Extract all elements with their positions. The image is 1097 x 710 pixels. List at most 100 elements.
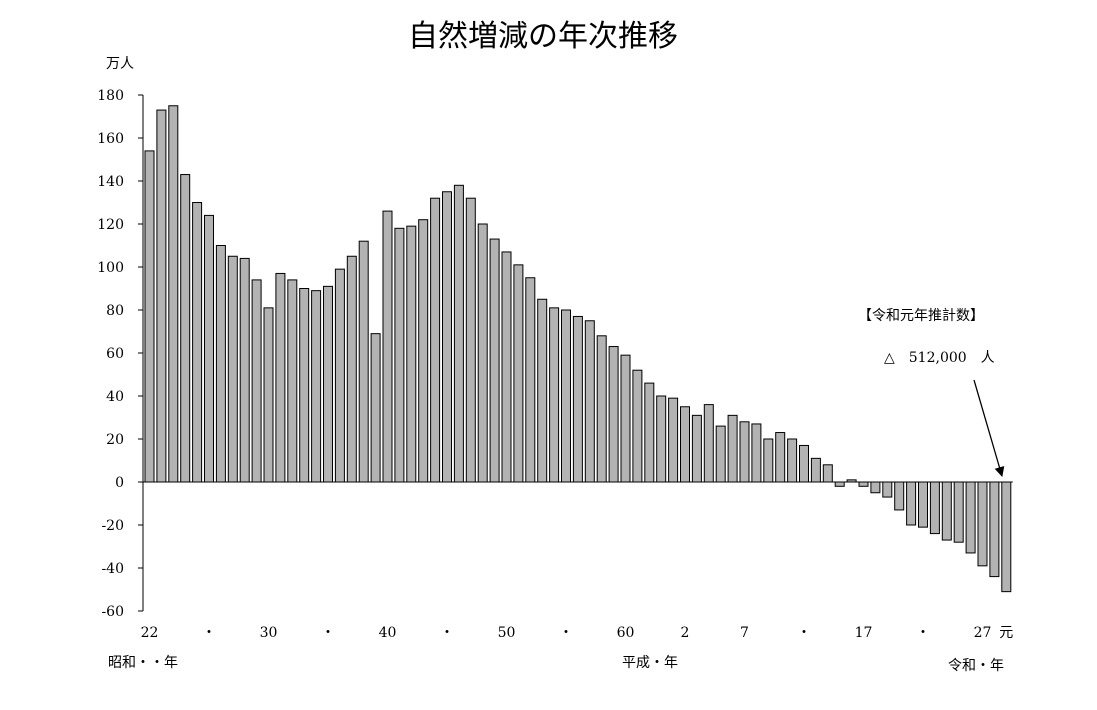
bar xyxy=(192,202,203,483)
bar xyxy=(596,335,607,483)
bar xyxy=(227,255,238,483)
x-tick-label: 元 xyxy=(999,625,1013,641)
bar xyxy=(787,438,798,483)
y-tick-label: 120 xyxy=(97,217,124,233)
bar xyxy=(370,333,381,483)
y-tick-label: 60 xyxy=(106,346,124,362)
bar xyxy=(834,481,845,487)
bar xyxy=(287,279,298,483)
bar xyxy=(346,255,357,483)
bar xyxy=(906,481,917,526)
bar xyxy=(311,290,322,483)
bar xyxy=(525,277,536,483)
bar xyxy=(465,197,476,483)
bar xyxy=(644,382,655,483)
bar xyxy=(358,240,369,483)
bar xyxy=(572,315,583,483)
bar xyxy=(632,369,643,483)
bar xyxy=(477,223,488,483)
bar xyxy=(501,251,512,483)
bar xyxy=(239,257,250,483)
x-tick-label: 17 xyxy=(855,625,873,641)
era-label-showa: 昭和・・年 xyxy=(108,655,178,671)
bar xyxy=(739,421,750,483)
bar xyxy=(691,414,702,483)
bar xyxy=(537,298,548,483)
bar xyxy=(394,227,405,483)
y-tick-label: -40 xyxy=(101,561,124,577)
bar xyxy=(430,197,441,483)
bar xyxy=(870,481,881,494)
chart-title: 自然増減の年次推移 xyxy=(408,19,678,54)
annotation-arrow xyxy=(973,379,1005,477)
bar xyxy=(251,279,262,483)
bar xyxy=(323,285,333,483)
x-tick-label: ・ xyxy=(797,625,811,641)
bar xyxy=(763,438,774,483)
bar xyxy=(144,150,155,483)
bar xyxy=(1001,481,1012,593)
bar xyxy=(549,307,560,483)
y-axis: 180 160 140 120 100 80 60 40 20 0 -20 -40 -60 xyxy=(97,88,144,620)
bar xyxy=(680,406,690,483)
bar xyxy=(215,245,226,483)
bar xyxy=(810,457,821,483)
bar xyxy=(953,481,964,543)
bar xyxy=(858,481,869,487)
bar xyxy=(882,481,893,498)
x-tick-label: 50 xyxy=(498,625,516,641)
x-tick-label: ・ xyxy=(559,625,573,641)
bar xyxy=(929,481,940,535)
bar xyxy=(918,481,928,528)
bar xyxy=(442,191,452,483)
y-tick-label: 40 xyxy=(106,389,124,405)
x-tick-label: 22 xyxy=(141,625,159,641)
bar xyxy=(775,432,786,483)
bar xyxy=(180,174,191,483)
x-tick-label: ・ xyxy=(440,625,454,641)
x-tick-label: 30 xyxy=(260,625,278,641)
bar xyxy=(561,309,571,483)
bar xyxy=(334,268,345,483)
bar xyxy=(727,414,738,483)
x-tick-label: 7 xyxy=(740,625,749,641)
y-tick-label: 0 xyxy=(115,475,124,491)
era-label-reiwa: 令和・年 xyxy=(948,658,1004,674)
bar xyxy=(894,481,905,511)
bar xyxy=(204,214,214,483)
bar xyxy=(620,354,631,483)
bar xyxy=(168,105,179,483)
annotation-value: △ 512,000 人 xyxy=(884,350,995,366)
bar xyxy=(382,210,393,483)
bar xyxy=(799,444,809,483)
y-tick-label: 160 xyxy=(97,131,124,147)
bar xyxy=(608,346,619,483)
bar xyxy=(965,481,976,554)
bar xyxy=(418,219,429,483)
y-tick-label: 100 xyxy=(97,260,124,276)
bar xyxy=(715,425,726,483)
bar xyxy=(989,481,1000,578)
bar xyxy=(156,109,167,483)
bar xyxy=(406,225,417,483)
bar xyxy=(703,404,714,483)
bar xyxy=(668,397,679,483)
bar xyxy=(453,184,464,483)
x-tick-label: 40 xyxy=(379,625,397,641)
x-tick-labels: 22 ・ 30 ・ 40 ・ 50 ・ 60 2 7 ・ 17 ・ 27 元 xyxy=(141,625,1014,641)
bar xyxy=(513,264,524,483)
y-tick-label: 80 xyxy=(106,303,124,319)
bar xyxy=(299,288,310,483)
y-unit-label: 万人 xyxy=(106,56,134,72)
bar xyxy=(751,423,762,483)
bar xyxy=(656,395,667,483)
annotation-heading: 【令和元年推計数】 xyxy=(858,308,984,324)
x-tick-label: ・ xyxy=(202,625,216,641)
x-tick-label: 60 xyxy=(617,625,635,641)
x-tick-label: ・ xyxy=(916,625,930,641)
bar xyxy=(977,481,988,567)
x-tick-label: 2 xyxy=(681,625,690,641)
y-tick-label: -60 xyxy=(101,604,124,620)
bars xyxy=(143,105,1013,593)
